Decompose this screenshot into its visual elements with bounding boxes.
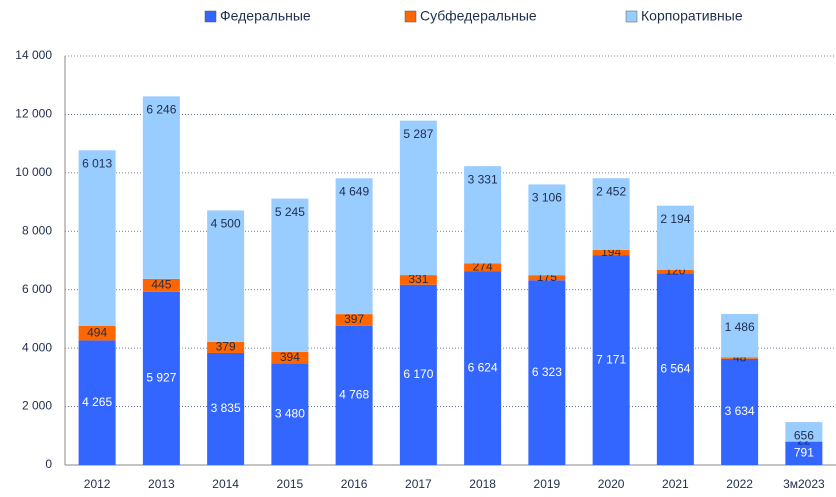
data-label: 3 835 (211, 401, 241, 415)
data-label: 494 (87, 325, 107, 339)
bar-segment (656, 205, 694, 270)
data-label: 2 452 (596, 184, 626, 198)
data-label: 6 564 (660, 361, 690, 375)
data-label: 331 (408, 272, 428, 286)
legend-label: Корпоративные (641, 8, 743, 24)
data-label: 656 (794, 428, 814, 442)
y-tick-label: 10 000 (15, 165, 52, 179)
x-tick-label: 2020 (598, 477, 625, 491)
bar-segment (785, 441, 823, 442)
x-tick-label: 2016 (341, 477, 368, 491)
data-label: 3 331 (468, 172, 498, 186)
data-label: 445 (151, 278, 171, 292)
data-label: 394 (280, 350, 300, 364)
bar-segment (464, 271, 502, 465)
x-tick-label: 2013 (148, 477, 175, 491)
data-label: 6 246 (146, 103, 176, 117)
bar-segment (528, 184, 566, 276)
bar-segment (335, 178, 373, 315)
bar-segment (271, 363, 309, 465)
data-label: 5 245 (275, 205, 305, 219)
x-tick-label: 3м2023 (783, 477, 825, 491)
data-label: 6 013 (82, 156, 112, 170)
x-tick-label: 2022 (726, 477, 753, 491)
x-tick-label: 2019 (534, 477, 561, 491)
data-label: 379 (216, 340, 236, 354)
x-tick-label: 2015 (277, 477, 304, 491)
bar-segment (399, 284, 437, 465)
bar-segment (207, 341, 245, 353)
bar-segment (271, 198, 309, 352)
bar-segment (592, 178, 630, 250)
data-label: 7 171 (596, 352, 626, 366)
legend-swatch (625, 10, 638, 23)
bar-segment (335, 314, 373, 326)
data-label: 397 (344, 312, 364, 326)
bar-segment (399, 275, 437, 285)
y-tick-label: 6 000 (22, 282, 52, 296)
legend-swatch (404, 10, 417, 23)
y-tick-label: 14 000 (15, 48, 52, 62)
bar-segment (271, 351, 309, 364)
bar-segment (207, 352, 245, 465)
data-label: 3 634 (725, 404, 755, 418)
data-label: 6 624 (468, 360, 498, 374)
legend-swatch (204, 10, 217, 23)
legend-label: Субфедеральные (420, 8, 537, 24)
bar-segment (656, 273, 694, 465)
bar-segment (528, 280, 566, 465)
x-tick-label: 2018 (469, 477, 496, 491)
bar-segment (592, 255, 630, 465)
bar-segment (528, 275, 566, 281)
bar-segment (335, 325, 373, 465)
legend-label: Федеральные (220, 8, 311, 24)
data-label: 4 768 (339, 388, 369, 402)
data-label: 6 323 (532, 365, 562, 379)
y-tick-label: 2 000 (22, 399, 52, 413)
bar-segment (142, 291, 180, 465)
bar-segment (78, 340, 116, 465)
data-label: 3 106 (532, 191, 562, 205)
bar-segment (592, 249, 630, 256)
data-label: 6 170 (403, 367, 433, 381)
bar-segment (785, 422, 823, 442)
data-label: 4 649 (339, 184, 369, 198)
data-label: 5 927 (146, 371, 176, 385)
y-tick-label: 0 (45, 457, 52, 471)
bar-segment (464, 166, 502, 264)
data-label: 4 265 (82, 395, 112, 409)
bar-segment (656, 269, 694, 274)
y-tick-label: 4 000 (22, 340, 52, 354)
bar-segment (785, 441, 823, 465)
bar-segment (207, 210, 245, 342)
bar-segment (142, 278, 180, 292)
data-label: 791 (794, 446, 814, 460)
x-tick-label: 2012 (84, 477, 111, 491)
bar-segment (399, 120, 437, 276)
bar-segment (721, 314, 759, 358)
x-tick-label: 2021 (662, 477, 689, 491)
bar-segment (464, 263, 502, 272)
bar-segment (721, 357, 759, 359)
data-label: 2 194 (660, 212, 690, 226)
data-label: 5 287 (403, 127, 433, 141)
data-label: 3 480 (275, 406, 305, 420)
y-tick-label: 12 000 (15, 107, 52, 121)
bar-segment (721, 358, 759, 465)
x-tick-label: 2017 (405, 477, 432, 491)
bar-segment (78, 150, 116, 326)
y-tick-label: 8 000 (22, 223, 52, 237)
bar-segment (142, 96, 180, 279)
x-tick-label: 2014 (212, 477, 239, 491)
data-label: 4 500 (211, 217, 241, 231)
data-label: 1 486 (725, 320, 755, 334)
bar-segment (78, 325, 116, 341)
